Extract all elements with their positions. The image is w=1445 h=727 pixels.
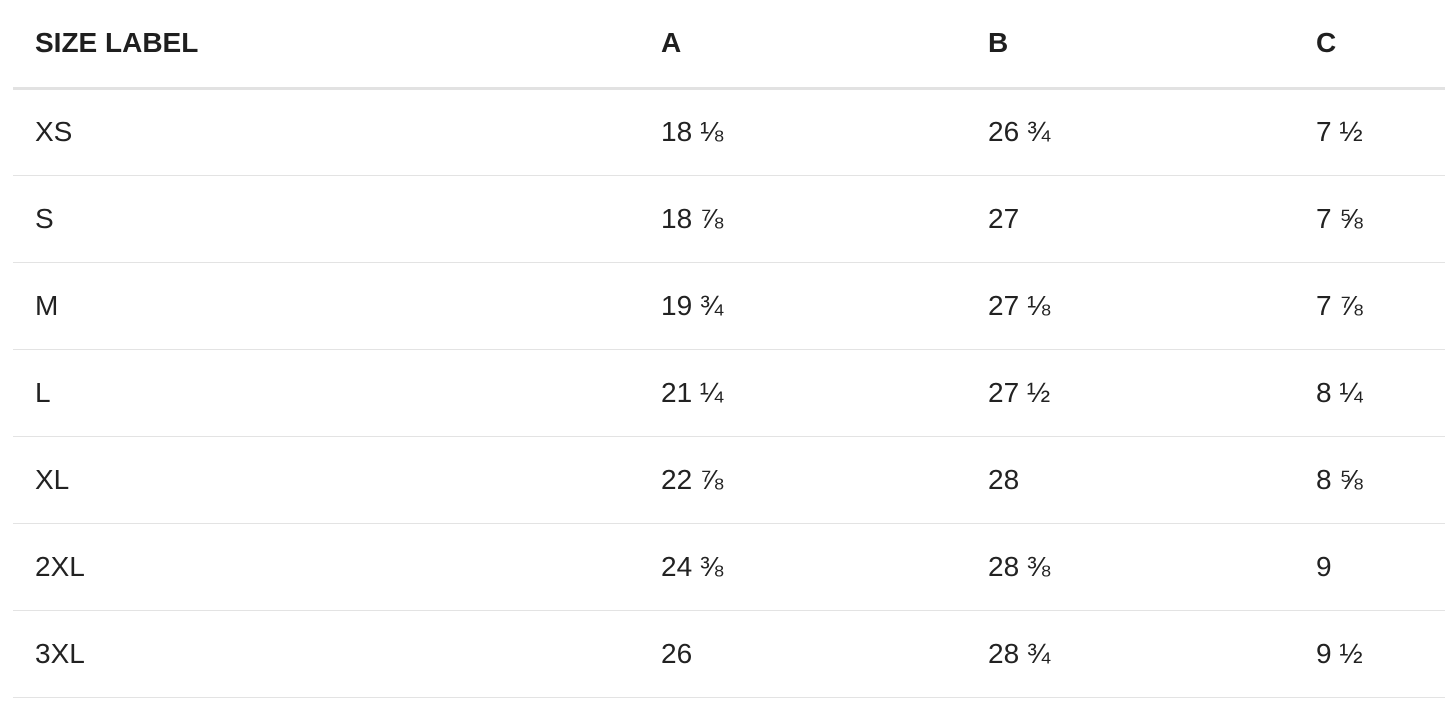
table-row: XS 18 ⅛ 26 ¾ 7 ½ bbox=[13, 88, 1445, 176]
measurement-c-cell: 8 ⅝ bbox=[1294, 436, 1445, 524]
size-label-cell: 3XL bbox=[13, 610, 639, 698]
measurement-b-cell: 27 bbox=[966, 175, 1294, 263]
measurement-b-cell: 27 ⅛ bbox=[966, 262, 1294, 350]
size-label-cell: XL bbox=[13, 436, 639, 524]
measurement-a-cell: 24 ⅜ bbox=[639, 523, 966, 611]
measurement-c-cell: 7 ⅝ bbox=[1294, 175, 1445, 263]
measurement-a-cell: 22 ⅞ bbox=[639, 436, 966, 524]
measurement-b-cell: 28 ⅜ bbox=[966, 523, 1294, 611]
column-header-b: B bbox=[966, 0, 1294, 90]
column-header-c: C bbox=[1294, 0, 1445, 90]
measurement-a-cell: 18 ⅞ bbox=[639, 175, 966, 263]
size-label-cell: XS bbox=[13, 88, 639, 176]
measurement-c-cell: 9 bbox=[1294, 523, 1445, 611]
size-chart-table: SIZE LABEL A B C XS 18 ⅛ 26 ¾ 7 ½ S 18 ⅞… bbox=[13, 0, 1445, 698]
table-row: 2XL 24 ⅜ 28 ⅜ 9 bbox=[13, 523, 1445, 611]
column-header-size-label: SIZE LABEL bbox=[13, 0, 639, 90]
measurement-b-cell: 28 bbox=[966, 436, 1294, 524]
measurement-c-cell: 9 ½ bbox=[1294, 610, 1445, 698]
table-row: L 21 ¼ 27 ½ 8 ¼ bbox=[13, 349, 1445, 437]
column-header-a: A bbox=[639, 0, 966, 90]
measurement-b-cell: 28 ¾ bbox=[966, 610, 1294, 698]
measurement-c-cell: 8 ¼ bbox=[1294, 349, 1445, 437]
measurement-c-cell: 7 ⅞ bbox=[1294, 262, 1445, 350]
measurement-c-cell: 7 ½ bbox=[1294, 88, 1445, 176]
table-row: M 19 ¾ 27 ⅛ 7 ⅞ bbox=[13, 262, 1445, 350]
size-label-cell: L bbox=[13, 349, 639, 437]
measurement-b-cell: 26 ¾ bbox=[966, 88, 1294, 176]
table-header-row: SIZE LABEL A B C bbox=[13, 0, 1445, 90]
measurement-a-cell: 19 ¾ bbox=[639, 262, 966, 350]
measurement-a-cell: 21 ¼ bbox=[639, 349, 966, 437]
measurement-a-cell: 26 bbox=[639, 610, 966, 698]
table-row: XL 22 ⅞ 28 8 ⅝ bbox=[13, 436, 1445, 524]
measurement-a-cell: 18 ⅛ bbox=[639, 88, 966, 176]
size-label-cell: M bbox=[13, 262, 639, 350]
table-row: S 18 ⅞ 27 7 ⅝ bbox=[13, 175, 1445, 263]
size-label-cell: S bbox=[13, 175, 639, 263]
measurement-b-cell: 27 ½ bbox=[966, 349, 1294, 437]
table-row: 3XL 26 28 ¾ 9 ½ bbox=[13, 610, 1445, 698]
size-label-cell: 2XL bbox=[13, 523, 639, 611]
size-chart: SIZE LABEL A B C XS 18 ⅛ 26 ¾ 7 ½ S 18 ⅞… bbox=[13, 0, 1445, 698]
